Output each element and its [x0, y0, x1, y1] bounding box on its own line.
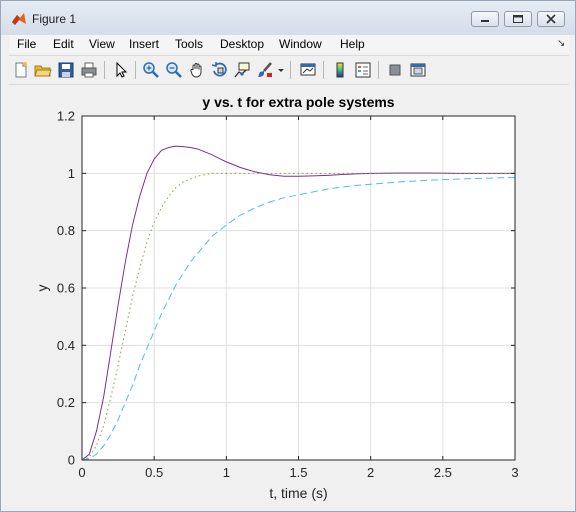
- x-tick-label: 3: [511, 465, 518, 480]
- menu-edit[interactable]: Edit: [53, 37, 74, 51]
- x-axis-label: t, time (s): [269, 485, 327, 501]
- x-tick-label: 1: [223, 465, 230, 480]
- y-tick-label: 0: [68, 453, 75, 468]
- new-figure-icon[interactable]: [12, 61, 30, 79]
- y-tick-label: 0.4: [57, 338, 75, 353]
- toolbar-separator: [290, 61, 291, 79]
- data-cursor-icon[interactable]: [233, 61, 251, 79]
- colorbar-icon[interactable]: [331, 61, 349, 79]
- zoom-out-icon[interactable]: [165, 61, 183, 79]
- figure-toolbar: [9, 55, 569, 85]
- minimize-button[interactable]: [471, 11, 499, 27]
- x-tick-label: 0.5: [145, 465, 163, 480]
- toolbar-separator: [135, 61, 136, 79]
- brush-icon[interactable]: [256, 61, 274, 79]
- y-tick-label: 1.2: [57, 109, 75, 124]
- rotate-3d-icon[interactable]: [211, 61, 229, 79]
- show-plot-tools-icon[interactable]: [409, 61, 427, 79]
- toolbar-separator: [378, 61, 379, 79]
- maximize-button[interactable]: [504, 11, 532, 27]
- pan-icon[interactable]: [188, 61, 206, 79]
- legend-icon[interactable]: [354, 61, 372, 79]
- menu-bar: File Edit View Insert Tools Desktop Wind…: [9, 35, 569, 53]
- y-tick-label: 1: [68, 166, 75, 181]
- title-bar[interactable]: Figure 1: [1, 1, 575, 35]
- menu-desktop[interactable]: Desktop: [220, 37, 265, 51]
- hide-plot-tools-icon[interactable]: [386, 61, 404, 79]
- menu-tools[interactable]: Tools: [175, 37, 204, 51]
- link-plot-icon[interactable]: [299, 61, 317, 79]
- plot-axes-svg[interactable]: 0 0.5 1 1.5 2 2.5 3 0 0.2 0.4 0.6 0.8 1 1.2 y vs. t fo…: [9, 85, 569, 505]
- menu-overflow-arrow-icon[interactable]: ↘: [557, 38, 566, 49]
- x-tick-label: 2: [367, 465, 374, 480]
- series-line-2: [81, 176, 516, 461]
- save-icon[interactable]: [57, 61, 75, 79]
- menu-view[interactable]: View: [89, 37, 115, 51]
- x-tick-label: 1.5: [289, 465, 307, 480]
- zoom-in-icon[interactable]: [142, 61, 160, 79]
- y-axis-label: y: [34, 285, 50, 292]
- figure-canvas: 0 0.5 1 1.5 2 2.5 3 0 0.2 0.4 0.6 0.8 1 1.2 y vs. t fo…: [9, 85, 569, 505]
- brush-dropdown-arrow-icon[interactable]: [277, 61, 285, 79]
- window-title: Figure 1: [32, 12, 77, 26]
- x-tick-label: 0: [78, 465, 85, 480]
- x-tick-label: 2.5: [434, 465, 452, 480]
- menu-file[interactable]: File: [17, 37, 37, 51]
- y-tick-label: 0.2: [57, 395, 75, 410]
- series-line-0: [81, 145, 515, 461]
- y-tick-label: 0.8: [57, 223, 75, 238]
- y-tick-label: 0.6: [57, 281, 75, 296]
- print-icon[interactable]: [80, 61, 98, 79]
- matlab-icon: [11, 11, 27, 27]
- series-line-1: [81, 172, 515, 461]
- close-button[interactable]: [537, 11, 565, 27]
- pointer-icon[interactable]: [112, 61, 130, 79]
- menu-help[interactable]: Help: [340, 37, 365, 51]
- toolbar-separator: [323, 61, 324, 79]
- menu-window[interactable]: Window: [279, 37, 322, 51]
- chart-title: y vs. t for extra pole systems: [202, 94, 394, 110]
- menu-insert[interactable]: Insert: [129, 37, 160, 51]
- toolbar-separator: [104, 61, 105, 79]
- open-file-icon[interactable]: [34, 61, 52, 79]
